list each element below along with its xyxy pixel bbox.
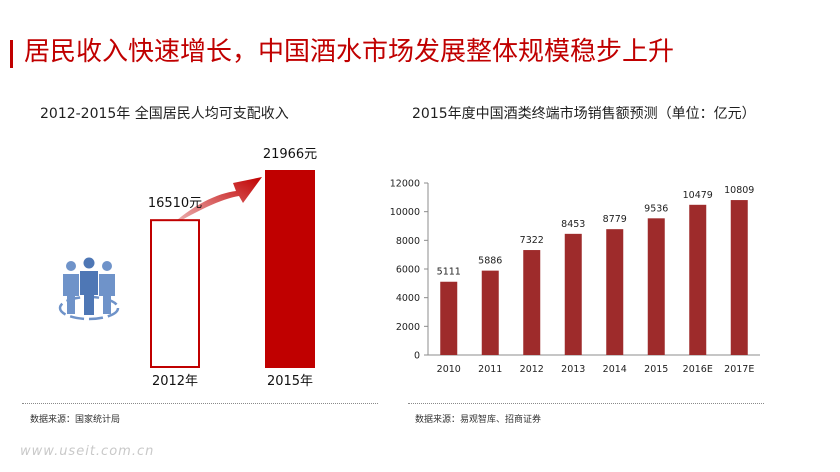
sales-bar-2010 bbox=[440, 281, 458, 355]
sales-bar-2012 bbox=[523, 250, 541, 355]
sales-source-note: 数据来源：易观智库、招商证券 bbox=[415, 415, 542, 425]
sales-bar-2014 bbox=[606, 229, 624, 355]
x-tick-label: 2012 bbox=[520, 364, 544, 375]
x-tick-label: 2010 bbox=[437, 364, 461, 375]
sales-bar-2015 bbox=[647, 218, 665, 355]
x-tick-label: 2014 bbox=[603, 364, 627, 375]
sales-forecast-chart: 0 2000 4000 6000 8000 10000 12000 5111 2010 5886 2… bbox=[390, 179, 760, 375]
x-tick-label: 2013 bbox=[561, 364, 585, 375]
y-tick-label: 10000 bbox=[390, 207, 420, 218]
income-chart: 16510元 2012年 21966元 2015年 bbox=[148, 147, 317, 389]
y-tick-label: 2000 bbox=[396, 322, 420, 333]
sales-bar-2017E bbox=[730, 200, 748, 355]
income-value-label-1: 21966元 bbox=[263, 147, 317, 162]
sales-value-label: 9536 bbox=[644, 203, 668, 214]
sales-value-label: 8453 bbox=[561, 219, 585, 230]
people-group-icon bbox=[58, 257, 120, 321]
y-tick-label: 4000 bbox=[396, 293, 420, 304]
income-bar-1 bbox=[265, 170, 315, 368]
left-source-divider bbox=[22, 403, 378, 404]
income-source-note: 数据来源：国家统计局 bbox=[30, 415, 121, 425]
income-chart-title: 2012-2015年 全国居民人均可支配收入 bbox=[40, 106, 289, 122]
sales-bar-2013 bbox=[564, 233, 582, 355]
income-category-label-1: 2015年 bbox=[267, 374, 313, 389]
sales-value-label: 10809 bbox=[724, 185, 754, 196]
right-source-divider bbox=[408, 403, 764, 404]
income-value-label-0: 16510元 bbox=[148, 196, 202, 211]
growth-arrow-icon bbox=[167, 177, 262, 229]
sales-bar-2011 bbox=[481, 270, 499, 355]
x-tick-label: 2011 bbox=[478, 364, 502, 375]
y-tick-label: 8000 bbox=[396, 236, 420, 247]
sales-value-label: 10479 bbox=[683, 190, 713, 201]
y-tick-label: 0 bbox=[414, 351, 420, 362]
income-category-label-0: 2012年 bbox=[152, 374, 198, 389]
sales-chart-title: 2015年度中国酒类终端市场销售额预测（单位：亿元） bbox=[412, 106, 756, 122]
sales-value-label: 5111 bbox=[437, 267, 461, 278]
x-tick-label: 2016E bbox=[683, 364, 713, 375]
y-tick-label: 12000 bbox=[390, 179, 420, 190]
title-accent-bar bbox=[10, 40, 13, 68]
sales-bar-2016E bbox=[689, 204, 707, 355]
x-tick-label: 2017E bbox=[724, 364, 754, 375]
page-title: 居民收入快速增长，中国酒水市场发展整体规模稳步上升 bbox=[24, 37, 675, 67]
sales-value-label: 8779 bbox=[603, 214, 627, 225]
income-bar-0 bbox=[150, 219, 200, 368]
sales-value-label: 5886 bbox=[478, 256, 502, 267]
x-tick-label: 2015 bbox=[644, 364, 668, 375]
sales-value-label: 7322 bbox=[520, 235, 544, 246]
watermark: www.useit.com.cn bbox=[20, 444, 155, 459]
y-tick-label: 6000 bbox=[396, 265, 420, 276]
